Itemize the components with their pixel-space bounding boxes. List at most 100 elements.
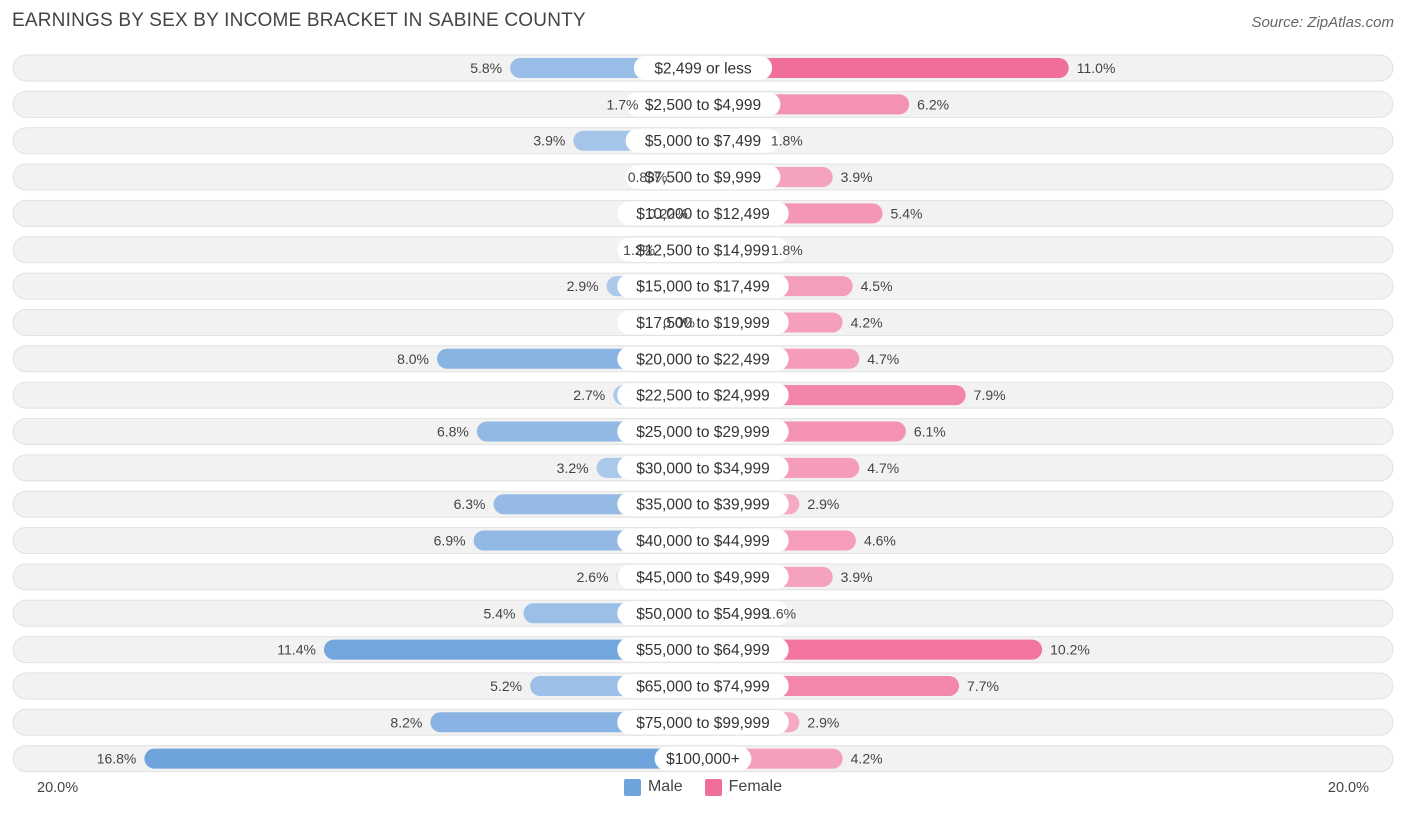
female-value-label: 4.2% [851,751,883,767]
row-group: $25,000 to $29,999 6.8% 6.1% [12,418,1394,445]
legend-label-female: Female [728,778,783,795]
male-value-label: 5.4% [484,605,516,621]
row-group: $5,000 to $7,499 3.9% 1.8% [12,127,1394,155]
category-pill [625,165,781,190]
category-label: $2,500 to $4,999 [645,97,761,114]
row-group: $45,000 to $49,999 2.6% 3.9% [12,563,1394,591]
male-value-label: 2.9% [567,278,599,294]
category-pill [633,56,773,80]
category-label: $20,000 to $22,499 [636,351,770,368]
female-value-label: 1.6% [764,605,796,621]
male-value-label: 3.2% [557,460,589,476]
row-group: $2,500 to $4,999 1.7% 6.2% [12,90,1394,118]
male-value-label: 8.0% [397,351,429,367]
category-pill [617,201,789,226]
category-label: $35,000 to $39,999 [636,497,770,514]
female-value-label: 6.2% [917,96,949,112]
male-value-label: 5.2% [490,678,522,694]
category-label: $40,000 to $44,999 [636,533,770,550]
category-label: $30,000 to $34,999 [636,460,770,477]
category-label: $5,000 to $7,499 [645,133,761,150]
category-pill [617,528,789,553]
category-pill [617,419,789,444]
legend-item-male[interactable]: Male [623,778,683,796]
category-label: $65,000 to $74,999 [636,678,770,695]
male-value-label: 6.9% [434,533,466,549]
row-group: $20,000 to $22,499 8.0% 4.7% [12,345,1394,373]
male-value-label: 6.8% [437,424,469,440]
row-group: $75,000 to $99,999 8.2% 2.9% [12,708,1394,736]
category-label: $12,500 to $14,999 [636,242,770,259]
female-value-label: 4.2% [851,314,883,330]
category-pill [617,492,789,517]
row-group: $65,000 to $74,999 5.2% 7.7% [12,672,1394,700]
male-value-label: 1.7% [607,96,639,112]
row-group: $40,000 to $44,999 6.9% 4.6% [12,527,1394,555]
female-swatch-icon [704,778,722,796]
row-group: $15,000 to $17,499 2.9% 4.5% [12,272,1394,300]
row-group: $2,499 or less 5.8% 11.0% [12,54,1394,82]
row-group: $100,000+ 16.8% 4.2% [12,745,1394,773]
male-value-label: 0.22% [648,205,688,221]
male-value-label: 3.9% [533,133,565,149]
category-pill [617,564,789,589]
category-label: $25,000 to $29,999 [636,424,770,441]
category-label: $50,000 to $54,999 [636,606,770,623]
category-label: $45,000 to $49,999 [636,569,770,586]
row-group: $50,000 to $54,999 5.4% 1.6% [12,599,1394,627]
female-value-label: 2.9% [807,496,839,512]
female-value-label: 4.5% [861,278,893,294]
category-pill [617,237,789,262]
legend: Male Female [0,778,1406,796]
female-value-label: 4.7% [867,460,899,476]
category-pill [617,455,789,480]
row-group: $55,000 to $64,999 11.4% 10.2% [12,636,1394,664]
category-label: $100,000+ [666,751,740,768]
category-pill [617,310,789,335]
male-value-label: 0.0% [663,314,695,330]
legend-label-male: Male [647,778,683,795]
female-value-label: 3.9% [841,169,873,185]
category-pill [654,746,752,771]
category-label: $2,499 or less [654,61,752,78]
female-value-label: 5.4% [891,205,923,221]
category-pill [617,673,789,698]
male-value-label: 6.3% [454,496,486,512]
category-pill [617,274,789,299]
category-label: $7,500 to $9,999 [645,170,761,187]
category-label: $55,000 to $64,999 [636,642,770,659]
female-value-label: 1.8% [771,242,803,258]
female-value-label: 6.1% [914,424,946,440]
male-value-label: 5.8% [470,60,502,76]
axis-right-label: 20.0% [1327,780,1369,796]
male-bar[interactable] [144,748,703,769]
male-bar[interactable] [323,639,703,660]
female-value-label: 7.7% [967,678,999,694]
row-group: $22,500 to $24,999 2.7% 7.9% [12,381,1394,409]
female-value-label: 7.9% [974,387,1006,403]
male-value-label: 8.2% [390,714,422,730]
category-pill [617,637,789,662]
female-value-label: 2.9% [807,714,839,730]
row-group: $30,000 to $34,999 3.2% 4.7% [12,454,1394,482]
legend-item-female[interactable]: Female [704,778,783,796]
female-bar[interactable] [703,58,1069,78]
female-value-label: 1.8% [771,133,803,149]
category-pill [617,710,789,735]
category-pill [617,601,789,626]
source-credit: Source: ZipAtlas.com [1251,14,1394,31]
female-value-label: 11.0% [1077,60,1116,76]
male-value-label: 1.2% [623,242,655,258]
category-label: $10,000 to $12,499 [636,206,770,223]
row-group: $35,000 to $39,999 6.3% 2.9% [12,490,1394,518]
female-bar[interactable] [703,639,1043,660]
category-pill [625,92,781,117]
male-value-label: 16.8% [97,751,137,767]
chart-title: EARNINGS BY SEX BY INCOME BRACKET IN SAB… [12,10,586,31]
female-value-label: 4.6% [864,533,896,549]
